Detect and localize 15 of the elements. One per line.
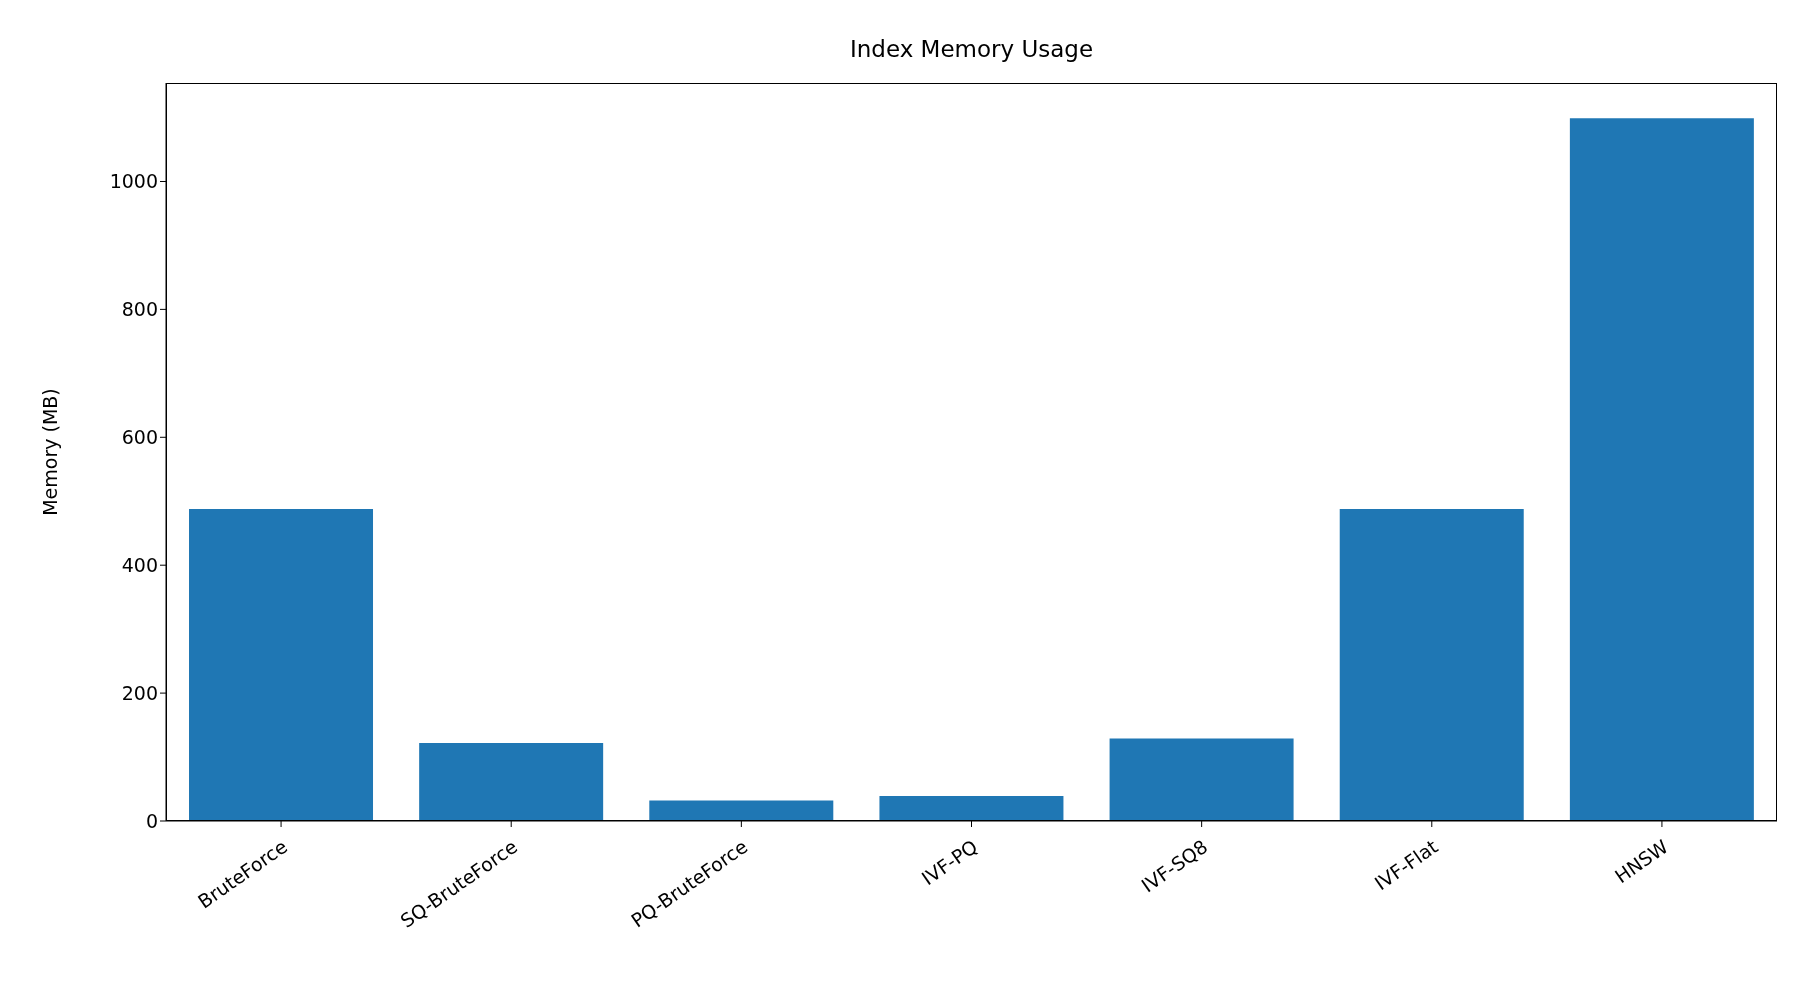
bar	[419, 742, 604, 821]
bar	[1569, 118, 1754, 821]
y-axis-title: Memory (MB)	[39, 388, 61, 516]
chart-title: Index Memory Usage	[848, 36, 1095, 62]
y-tick-label: 200	[121, 681, 158, 704]
y-tick-label: 600	[121, 426, 158, 449]
bar	[649, 800, 834, 821]
y-tick-label: 800	[121, 298, 158, 321]
bar	[1109, 738, 1294, 821]
y-tick-label: 1000	[109, 170, 158, 193]
bar	[189, 508, 374, 821]
bar	[1339, 508, 1524, 821]
bar	[879, 796, 1064, 821]
y-tick-label: 0	[145, 809, 158, 832]
y-tick-label: 400	[121, 553, 158, 576]
